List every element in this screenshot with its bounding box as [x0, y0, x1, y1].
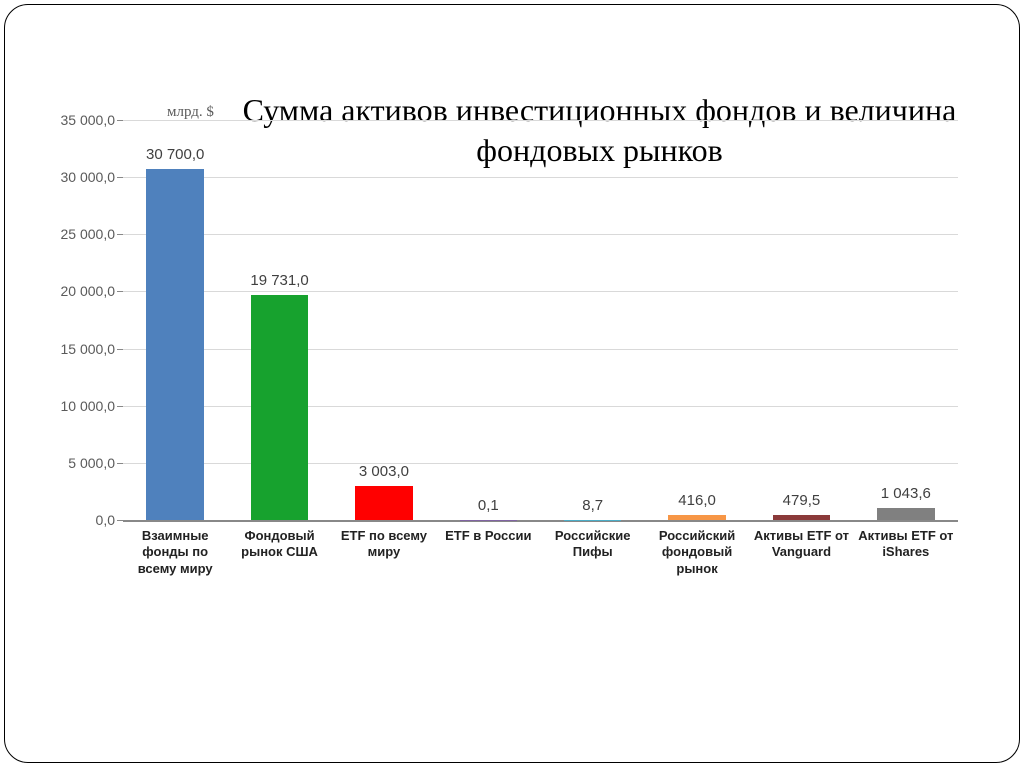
x-category-label: Фондовый рынок США [227, 528, 331, 561]
y-tick-label: 0,0 [96, 512, 115, 528]
bar-value-label: 0,1 [478, 497, 499, 514]
y-tick-mark [117, 234, 123, 235]
bar-value-label: 8,7 [582, 497, 603, 514]
gridline [123, 120, 958, 121]
bar-value-label: 19 731,0 [250, 272, 308, 289]
plot-region: 0,05 000,010 000,015 000,020 000,025 000… [123, 120, 958, 520]
gridline [123, 349, 958, 350]
y-tick-label: 15 000,0 [61, 341, 116, 357]
bar: 3 003,0 [355, 486, 412, 520]
gridline [123, 463, 958, 464]
gridline [123, 406, 958, 407]
y-tick-label: 10 000,0 [61, 398, 116, 414]
y-tick-label: 30 000,0 [61, 169, 116, 185]
y-tick-label: 5 000,0 [68, 455, 115, 471]
bar-value-label: 479,5 [783, 492, 821, 509]
bar: 19 731,0 [251, 295, 308, 520]
y-tick-mark [117, 120, 123, 121]
x-category-label: Взаимные фонды по всему миру [123, 528, 227, 577]
bar-value-label: 1 043,6 [881, 485, 931, 502]
y-tick-mark [117, 406, 123, 407]
y-tick-mark [117, 177, 123, 178]
x-category-label: Российские Пифы [541, 528, 645, 561]
gridline [123, 291, 958, 292]
x-category-label: ETF по всему миру [332, 528, 436, 561]
y-tick-mark [117, 291, 123, 292]
x-category-label: ETF в России [436, 528, 540, 544]
gridline [123, 234, 958, 235]
bar-value-label: 3 003,0 [359, 463, 409, 480]
bar: 8,7 [564, 520, 621, 521]
y-tick-label: 25 000,0 [61, 226, 116, 242]
y-tick-label: 35 000,0 [61, 112, 116, 128]
x-axis-line [123, 520, 958, 522]
chart-frame: Сумма активов инвестиционных фондов и ве… [4, 4, 1020, 763]
gridline [123, 177, 958, 178]
bar: 416,0 [668, 515, 725, 520]
bar-value-label: 416,0 [678, 492, 716, 509]
bar: 30 700,0 [146, 169, 203, 520]
bar-value-label: 30 700,0 [146, 146, 204, 163]
bar: 1 043,6 [877, 508, 934, 520]
y-tick-mark [117, 349, 123, 350]
chart-area: 0,05 000,010 000,015 000,020 000,025 000… [65, 105, 965, 605]
y-tick-label: 20 000,0 [61, 283, 116, 299]
bar: 479,5 [773, 515, 830, 520]
y-tick-mark [117, 463, 123, 464]
x-category-label: Российский фондовый рынок [645, 528, 749, 577]
x-category-label: Активы ETF от iShares [854, 528, 958, 561]
x-category-label: Активы ETF от Vanguard [749, 528, 853, 561]
bar: 0,1 [460, 520, 517, 521]
